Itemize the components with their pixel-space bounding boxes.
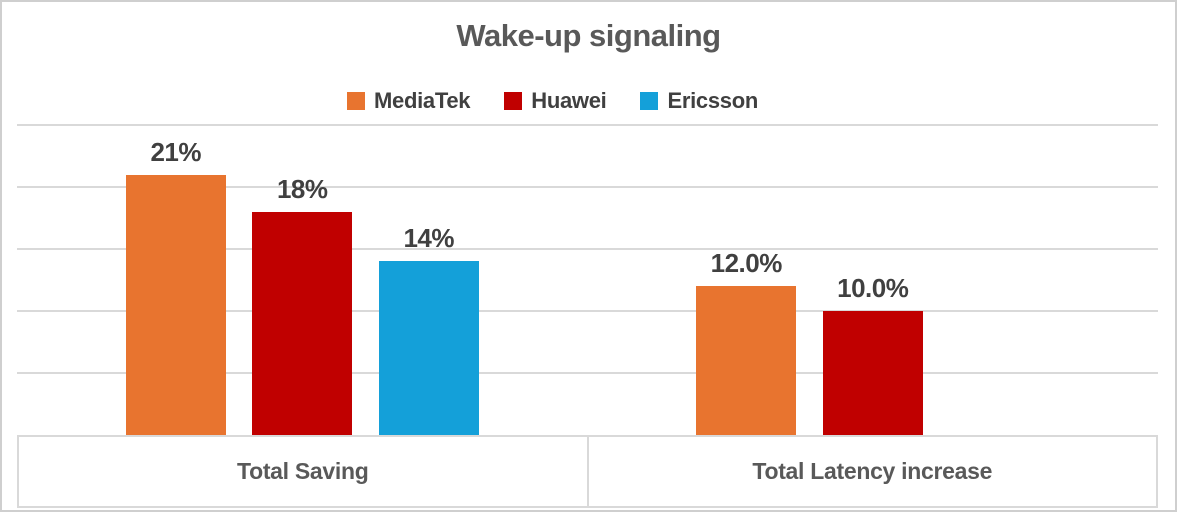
legend-swatch-huawei [504, 92, 523, 110]
gridline [17, 372, 1158, 374]
legend-label: Ericsson [667, 88, 758, 113]
gridline [17, 186, 1158, 188]
data-label: 10.0% [837, 273, 909, 303]
legend-item-huawei: Huawei [504, 88, 607, 114]
legend-label: MediaTek [374, 88, 471, 113]
plot-area: 21% 12.0% 18% 10.0% 14% [17, 124, 1158, 435]
gridline [17, 124, 1158, 126]
data-label: 14% [403, 223, 455, 254]
legend-item-ericsson: Ericsson [640, 88, 758, 114]
data-label: 12.0% [710, 248, 783, 279]
category-label-total-saving: Total Saving [17, 435, 589, 508]
gridline [17, 248, 1158, 250]
bar-mediatek-2 [696, 286, 797, 435]
category-label-total-latency-increase: Total Latency increase [586, 435, 1158, 508]
bar-ericsson-1 [378, 261, 479, 435]
legend-swatch-mediatek [347, 92, 365, 110]
gridline [17, 310, 1158, 312]
legend: MediaTek Huawei Ericsson [2, 88, 1139, 114]
bar-huawei-2 [822, 311, 923, 435]
legend-swatch-ericsson [640, 92, 659, 110]
data-label: 18% [276, 173, 328, 204]
legend-label: Huawei [531, 88, 607, 113]
category-axis: Total Saving Total Latency increase [17, 435, 1158, 508]
chart-title: Wake-up signaling [456, 18, 721, 53]
bar-huawei-1 [252, 211, 353, 435]
bar-mediatek-1 [125, 174, 226, 435]
legend-item-mediatek: MediaTek [347, 88, 471, 114]
data-label: 21% [150, 136, 202, 167]
